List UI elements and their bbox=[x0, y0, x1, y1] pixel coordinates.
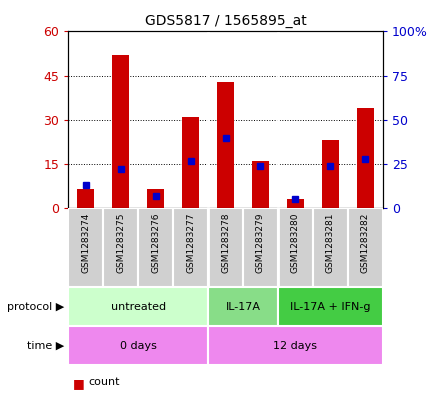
Bar bbox=[208, 208, 243, 287]
Bar bbox=[68, 208, 103, 287]
Text: protocol ▶: protocol ▶ bbox=[7, 301, 64, 312]
Text: GSM1283277: GSM1283277 bbox=[186, 212, 195, 273]
Bar bbox=[348, 208, 383, 287]
Text: GSM1283282: GSM1283282 bbox=[361, 212, 370, 273]
Title: GDS5817 / 1565895_at: GDS5817 / 1565895_at bbox=[145, 14, 306, 28]
Bar bbox=[252, 161, 269, 208]
Text: ■: ■ bbox=[73, 377, 84, 390]
Bar bbox=[68, 326, 208, 365]
Text: GSM1283274: GSM1283274 bbox=[81, 212, 90, 273]
Text: GSM1283279: GSM1283279 bbox=[256, 212, 265, 273]
Bar bbox=[138, 208, 173, 287]
Bar bbox=[147, 189, 164, 208]
Bar bbox=[68, 287, 208, 326]
Text: untreated: untreated bbox=[110, 301, 166, 312]
Bar bbox=[322, 140, 339, 208]
Text: IL-17A: IL-17A bbox=[225, 301, 260, 312]
Bar bbox=[287, 200, 304, 208]
Bar bbox=[356, 108, 374, 208]
Bar bbox=[208, 287, 278, 326]
Text: time ▶: time ▶ bbox=[26, 341, 64, 351]
Bar bbox=[313, 208, 348, 287]
Text: GSM1283278: GSM1283278 bbox=[221, 212, 230, 273]
Text: count: count bbox=[88, 377, 120, 387]
Text: 0 days: 0 days bbox=[120, 341, 157, 351]
Bar bbox=[173, 208, 208, 287]
Bar bbox=[243, 208, 278, 287]
Text: GSM1283281: GSM1283281 bbox=[326, 212, 335, 273]
Text: GSM1283275: GSM1283275 bbox=[116, 212, 125, 273]
Bar bbox=[217, 82, 234, 208]
Bar bbox=[208, 326, 383, 365]
Bar bbox=[103, 208, 138, 287]
Text: IL-17A + IFN-g: IL-17A + IFN-g bbox=[290, 301, 370, 312]
Bar bbox=[182, 117, 199, 208]
Bar bbox=[278, 208, 313, 287]
Bar bbox=[112, 55, 129, 208]
Text: GSM1283276: GSM1283276 bbox=[151, 212, 160, 273]
Bar bbox=[278, 287, 383, 326]
Bar bbox=[77, 189, 95, 208]
Text: 12 days: 12 days bbox=[273, 341, 317, 351]
Text: GSM1283280: GSM1283280 bbox=[291, 212, 300, 273]
